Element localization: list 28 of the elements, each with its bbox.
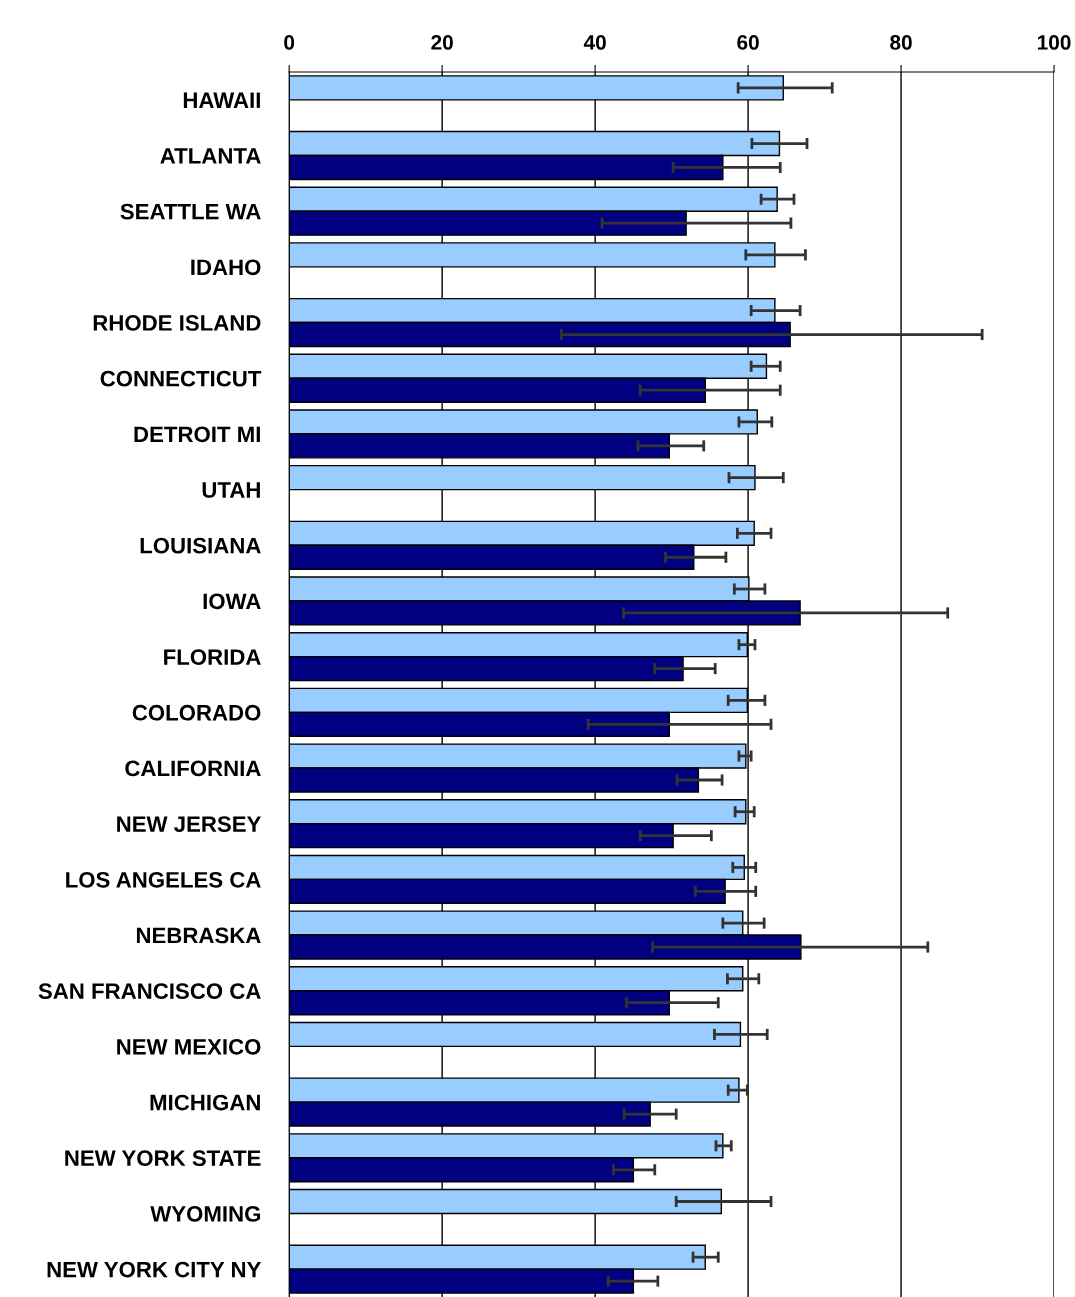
y-tick-label: IDAHO (191, 259, 261, 276)
x-tick-label: 0 (284, 35, 295, 50)
x-tick-label: 20 (431, 35, 453, 50)
y-tick-label: DETROIT MI (134, 426, 260, 443)
y-tick-label: WYOMING (150, 1206, 261, 1222)
y-tick-label: IOWA (203, 593, 261, 610)
y-tick-label: NEW MEXICO (117, 1038, 261, 1055)
y-tick-label: UTAH (202, 482, 260, 498)
y-tick-label: RHODE ISLAND (93, 315, 261, 331)
y-tick-label: FLORIDA (164, 649, 261, 665)
y-tick-label: NEW YORK CITY NY (47, 1261, 262, 1278)
y-tick-label: MICHIGAN (150, 1094, 260, 1111)
y-tick-label: ATLANTA (160, 148, 261, 164)
y-tick-label: HAWAII (183, 92, 260, 108)
y-tick-label: CALIFORNIA (125, 760, 261, 777)
y-tick-label: NEW JERSEY (117, 816, 262, 832)
y-tick-label: SAN FRANCISCO CA (38, 983, 261, 1000)
x-tick-label: 40 (583, 35, 606, 50)
y-tick-label: LOUISIANA (140, 537, 261, 554)
y-tick-label: NEW YORK STATE (65, 1150, 261, 1167)
y-tick-label: COLORADO (132, 704, 261, 721)
y-tick-label: NEBRASKA (136, 927, 261, 944)
y-tick-label: CONNECTICUT (100, 370, 262, 387)
x-tick-label: 80 (890, 35, 912, 50)
y-tick-label: LOS ANGELES CA (66, 871, 261, 888)
x-tick-label: 60 (737, 35, 759, 50)
x-tick-label: 100 (1037, 35, 1071, 50)
y-tick-label: SEATTLE WA (120, 203, 261, 220)
